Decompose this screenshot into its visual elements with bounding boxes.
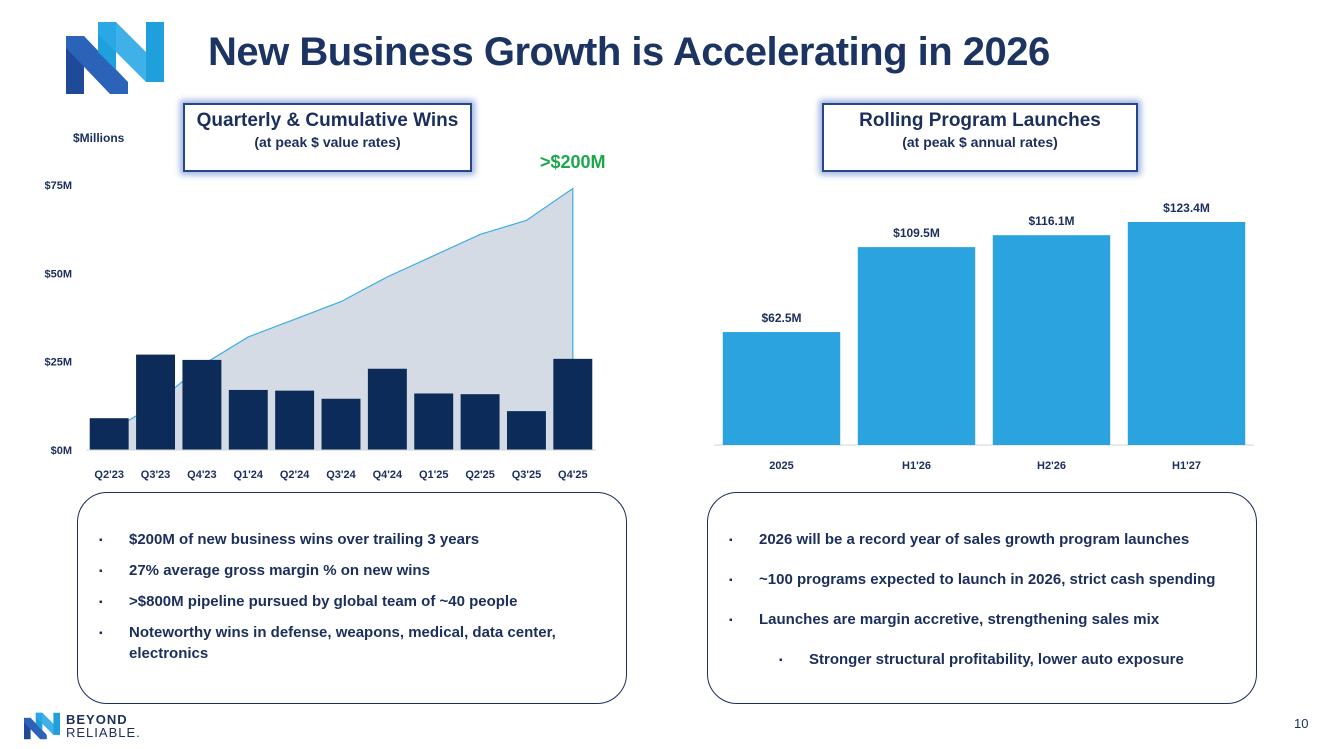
x-tick-label: H2'26 [1037, 460, 1066, 472]
x-tick-label: Q1'25 [419, 469, 449, 481]
cumulative-callout: >$200M [540, 152, 606, 172]
right-bullet: Launches are margin accretive, strengthe… [729, 609, 1239, 631]
x-tick-label: Q4'24 [373, 469, 403, 481]
left-bullet-box: $200M of new business wins over trailing… [77, 492, 627, 704]
y-tick-label: $75M [44, 180, 72, 192]
right-bullet-box: 2026 will be a record year of sales grow… [707, 492, 1257, 704]
left-bullet: >$800M pipeline pursued by global team o… [99, 591, 599, 613]
bar-data-label: $116.1M [1028, 214, 1074, 228]
x-tick-label: Q4'23 [187, 469, 217, 481]
quarterly-bar [460, 394, 500, 450]
right-bullet: ~100 programs expected to launch in 2026… [729, 569, 1239, 591]
x-tick-label: Q2'24 [280, 469, 310, 481]
left-chart-title: Quarterly & Cumulative Wins [196, 110, 459, 131]
footer-logo: BEYOND RELIABLE. [24, 712, 164, 740]
quarterly-bar [136, 354, 176, 450]
page-title: New Business Growth is Accelerating in 2… [208, 30, 1050, 74]
right-chart-subtitle: (at peak $ annual rates) [902, 134, 1058, 150]
company-logo [66, 22, 164, 94]
x-tick-label: 2025 [769, 460, 793, 472]
y-axis-unit-label: $Millions [73, 131, 125, 145]
x-tick-label: Q3'24 [326, 469, 356, 481]
bar-data-label: $109.5M [893, 226, 940, 240]
y-tick-label: $25M [44, 357, 72, 369]
footer-brand-bottom: RELIABLE. [66, 725, 141, 740]
right-sub-bullet: Stronger structural profitability, lower… [779, 649, 1239, 671]
launch-bar [722, 332, 841, 445]
left-bullet: 27% average gross margin % on new wins [99, 560, 599, 582]
quarterly-wins-chart: $0M $25M $50M $75M Q2'23 Q3'23 Q4'23 Q1'24 Q2'24… [44, 180, 596, 481]
left-chart-subtitle: (at peak $ value rates) [254, 134, 401, 150]
footer-brand-top: BEYOND [66, 712, 128, 727]
left-bullet: Noteworthy wins in defense, weapons, med… [99, 622, 599, 664]
launch-bar [1127, 222, 1246, 445]
bar-data-label: $62.5M [761, 311, 801, 325]
right-bullet: 2026 will be a record year of sales grow… [729, 529, 1239, 551]
quarterly-bar [275, 390, 315, 450]
quarterly-bar [182, 359, 222, 450]
right-chart-title: Rolling Program Launches [859, 110, 1101, 131]
y-tick-label: $0M [51, 445, 72, 457]
y-tick-label: $50M [44, 268, 72, 280]
footer-logo-icon [24, 712, 60, 740]
program-launches-chart: $62.5M 2025 $109.5M H1'26 $116.1M H2'26 $123.4… [714, 201, 1254, 472]
x-tick-label: Q2'23 [94, 469, 124, 481]
quarterly-bar [89, 418, 129, 450]
x-tick-label: Q3'23 [141, 469, 171, 481]
right-chart-title-box: Rolling Program Launches (at peak $ annu… [822, 103, 1138, 172]
launch-bar [857, 247, 976, 445]
quarterly-bar [506, 411, 546, 450]
x-tick-label: Q2'25 [465, 469, 495, 481]
x-tick-label: Q4'25 [558, 469, 588, 481]
quarterly-bar [553, 358, 593, 450]
x-tick-label: Q1'24 [234, 469, 264, 481]
quarterly-bar [228, 389, 268, 450]
x-tick-label: H1'27 [1172, 460, 1201, 472]
x-tick-label: H1'26 [902, 460, 931, 472]
cumulative-area [109, 188, 573, 450]
x-tick-label: Q3'25 [512, 469, 542, 481]
bar-data-label: $123.4M [1163, 201, 1210, 215]
launch-bar [992, 235, 1111, 445]
quarterly-bar [414, 393, 454, 450]
quarterly-bar [321, 398, 361, 450]
left-bullet: $200M of new business wins over trailing… [99, 529, 599, 551]
left-chart-title-box: Quarterly & Cumulative Wins (at peak $ v… [183, 103, 472, 172]
quarterly-bar [367, 368, 407, 450]
page-number: 10 [1294, 716, 1309, 731]
